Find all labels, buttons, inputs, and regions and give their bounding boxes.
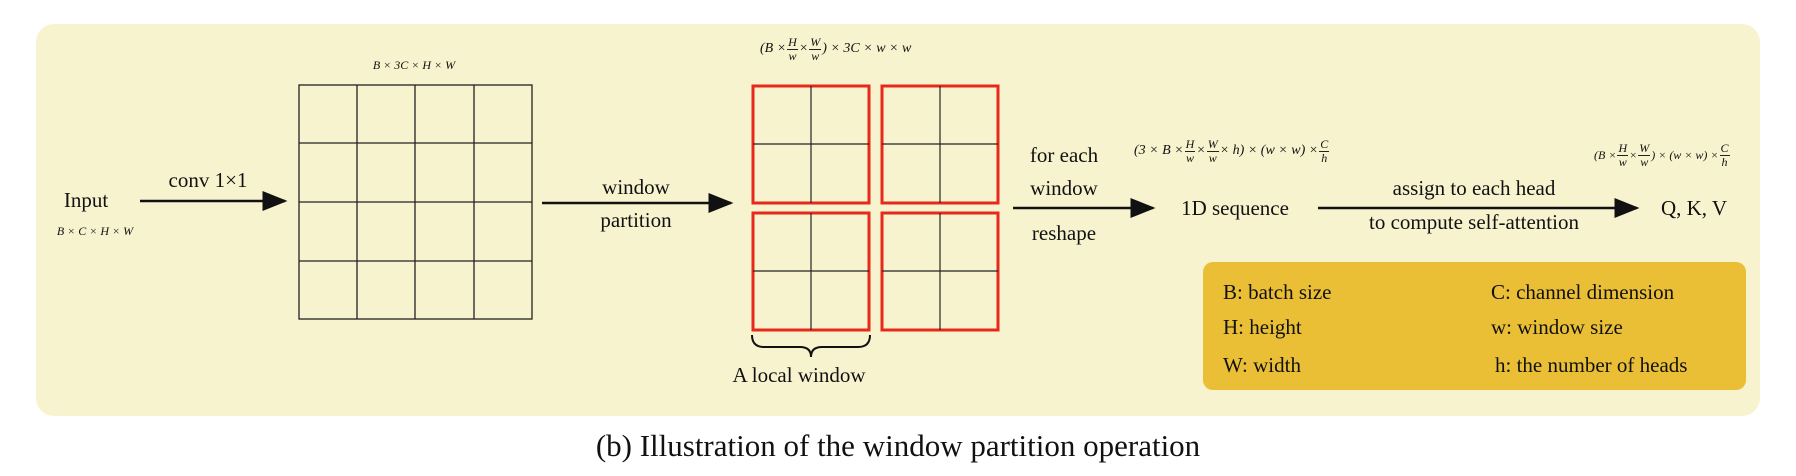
- feature-grid: [298, 84, 533, 320]
- assign-label-2: to compute self-attention: [1369, 210, 1579, 234]
- legend-window-size: w: window size: [1491, 315, 1623, 339]
- legend-batch-size: B: batch size: [1223, 280, 1332, 304]
- assign-label-1: assign to each head: [1392, 176, 1556, 200]
- input-dims: B × C × H × W: [56, 224, 134, 238]
- conv-label: conv 1×1: [168, 168, 248, 192]
- window-top-right: [880, 84, 1000, 205]
- window-bottom-left: [751, 211, 871, 332]
- window-top-left: [751, 84, 871, 205]
- legend-box: B: batch size C: channel dimension H: he…: [1203, 262, 1746, 390]
- legend-channel-dimension: C: channel dimension: [1491, 280, 1675, 304]
- local-window-brace: [751, 334, 871, 358]
- window-partition-label-1: window: [602, 175, 670, 199]
- window-partition-label-2: partition: [600, 208, 672, 232]
- input-label: Input: [63, 188, 109, 212]
- legend-height: H: height: [1223, 315, 1302, 339]
- local-window-label: A local window: [732, 363, 866, 387]
- figure-caption: (b) Illustration of the window partition…: [595, 428, 1201, 463]
- for-each-label-2: window: [1030, 176, 1098, 200]
- sequence-label: 1D sequence: [1181, 196, 1289, 220]
- window-bottom-right: [880, 211, 1000, 332]
- legend-width: W: width: [1223, 353, 1301, 377]
- legend-number-of-heads: h: the number of heads: [1495, 353, 1688, 377]
- for-each-label-1: for each: [1029, 143, 1099, 167]
- reshape-label: reshape: [1031, 221, 1097, 245]
- qkv-label: Q, K, V: [1660, 196, 1728, 220]
- grid-dims: B × 3C × H × W: [372, 58, 456, 72]
